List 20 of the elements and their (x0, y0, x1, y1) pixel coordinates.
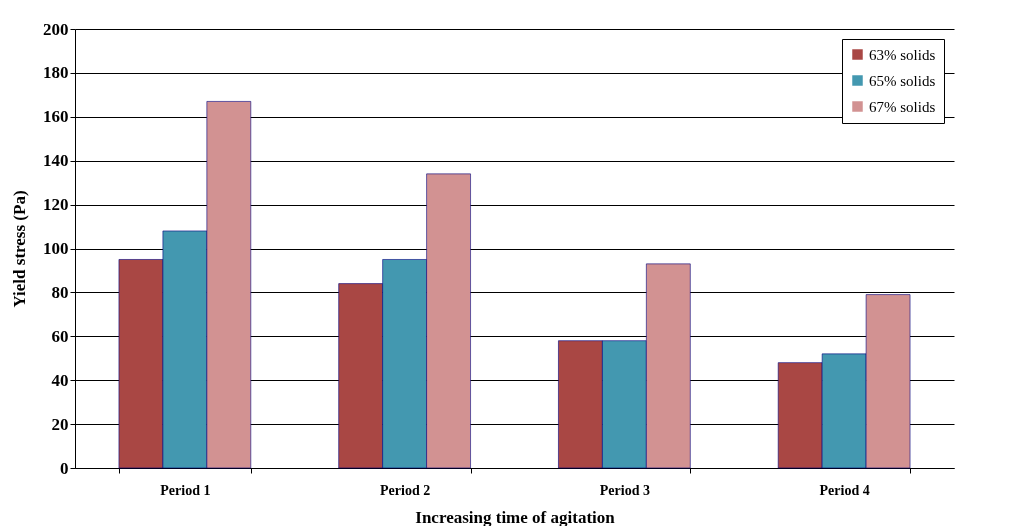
y-tick-label: 120 (43, 195, 69, 215)
y-tick-label: 160 (43, 107, 69, 127)
y-tick-label: 40 (51, 370, 69, 390)
x-tick-label: Period 2 (380, 482, 431, 498)
legend-label: 63% solids (869, 46, 936, 63)
legend-label: 65% solids (869, 72, 936, 89)
x-tick-label: Period 3 (599, 482, 650, 498)
y-tick-label: 60 (51, 326, 69, 346)
y-tick-label: 20 (51, 414, 69, 434)
legend-label: 67% solids (869, 98, 936, 115)
y-tick-label: 140 (43, 151, 69, 171)
y-tick-label: 80 (51, 282, 69, 302)
x-axis-title: Increasing time of agitation (415, 507, 616, 526)
x-tick-label: Period 4 (819, 482, 870, 498)
y-axis-title: Yield stress (Pa) (10, 190, 29, 308)
y-tick-label: 200 (43, 19, 69, 39)
x-tick-label: Period 1 (160, 482, 211, 498)
y-tick-label: 180 (43, 63, 69, 83)
y-tick-label: 100 (43, 239, 69, 258)
y-tick-label: 0 (60, 458, 69, 478)
